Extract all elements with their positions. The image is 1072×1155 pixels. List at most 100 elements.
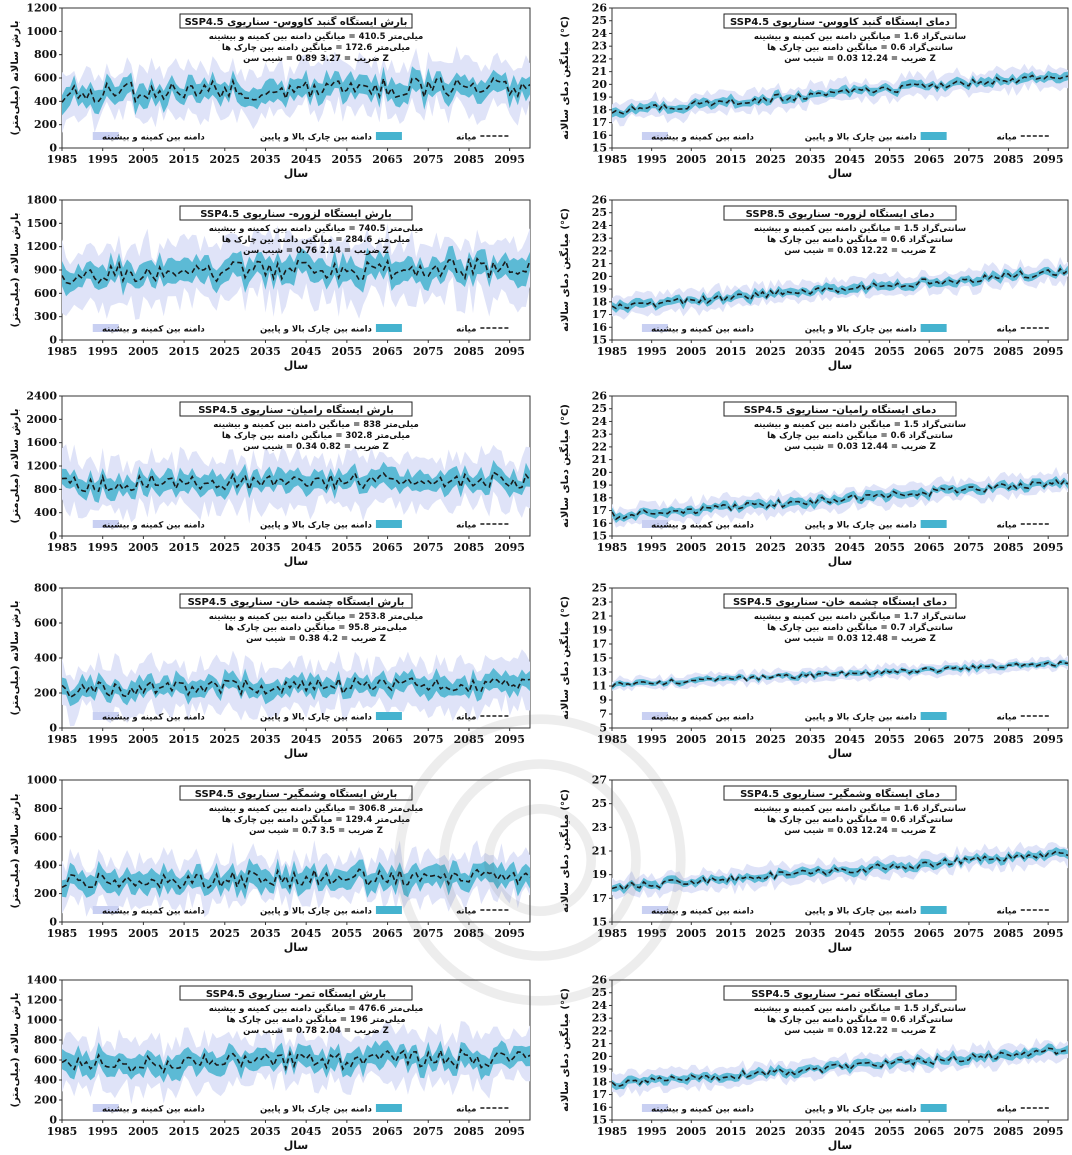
y-tick-label: 0 (49, 530, 57, 543)
y-axis-label: بارش سالانه (میلی‌متر) (10, 993, 21, 1108)
x-tick-label: 2015 (169, 733, 200, 746)
x-tick-label: 2045 (835, 927, 866, 940)
stats-line: Z ضریب = 3.5 0.7 = شیب سن (249, 826, 383, 836)
x-tick-label: 2025 (755, 927, 786, 940)
x-tick-label: 2015 (716, 153, 747, 166)
x-tick-label: 2005 (128, 345, 159, 358)
x-tick-label: 1985 (47, 153, 78, 166)
x-tick-label: 1995 (87, 345, 118, 358)
iqr-band (62, 460, 530, 503)
x-tick-label: 2095 (494, 153, 525, 166)
x-tick-label: 2055 (874, 733, 905, 746)
x-tick-label: 2045 (291, 153, 322, 166)
x-tick-label: 2025 (209, 541, 240, 554)
legend-range-label: دامنه بین کمینه و بیشینه (102, 325, 205, 335)
y-tick-label: 0 (49, 722, 57, 735)
x-tick-label: 2045 (835, 1125, 866, 1138)
legend-range-swatch (92, 324, 119, 332)
y-tick-label: 600 (34, 1054, 57, 1067)
x-tick-label: 1995 (636, 541, 667, 554)
x-tick-label: 2035 (795, 927, 826, 940)
y-tick-label: 0 (49, 334, 57, 347)
y-tick-label: 9 (599, 694, 607, 707)
y-tick-label: 600 (34, 72, 57, 85)
stats-line: میلی‌متر 284.6 = میانگین دامنه بین چارک … (222, 234, 410, 245)
median-line (611, 660, 1069, 688)
plot-area (611, 587, 1069, 729)
y-tick-label: 300 (34, 310, 57, 323)
chart-title: دمای ایستگاه تمر- سناریوی SSP4.5 (751, 987, 929, 1000)
x-tick-label: 1995 (87, 153, 118, 166)
y-tick-label: 0 (49, 142, 57, 155)
y-tick-label: 21 (592, 610, 607, 623)
x-tick-label: 2085 (993, 927, 1024, 940)
x-tick-label: 2015 (716, 927, 747, 940)
chart-title: بارش ایستگاه گنبد کاووس- سناریوی SSP4.5 (185, 15, 408, 28)
x-tick-label: 2045 (835, 541, 866, 554)
y-tick-label: 23 (592, 821, 607, 834)
title-box (179, 593, 413, 609)
x-tick-label: 2015 (716, 541, 747, 554)
y-tick-label: 26 (592, 194, 608, 207)
legend-iqr-label: دامنه بین چارک بالا و پایین (805, 907, 918, 917)
x-tick-label: 2015 (169, 1125, 200, 1138)
x-tick-label: 1995 (87, 733, 118, 746)
stats-line: Z ضریب = 12.22 0.03 = شیب سن (784, 1026, 936, 1036)
y-tick-label: 200 (34, 118, 57, 131)
stats-line: سانتی‌گراد 1.5 = میانگین دامنه بین کمینه… (754, 1003, 966, 1014)
x-axis-label: سال (828, 359, 853, 372)
legend-iqr-label: دامنه بین چارک بالا و پایین (805, 325, 918, 335)
x-axis-label: سال (284, 747, 309, 760)
y-tick-label: 22 (592, 244, 607, 257)
y-axis-label: میانگین دمای سالانه (°C) (558, 208, 571, 332)
x-tick-label: 2095 (1033, 733, 1064, 746)
iqr-band (62, 245, 530, 297)
x-axis-label: سال (828, 1139, 853, 1152)
y-tick-label: 26 (592, 974, 608, 987)
x-tick-label: 2065 (914, 541, 945, 554)
legend-iqr-label: دامنه بین چارک بالا و پایین (260, 713, 373, 723)
y-tick-label: 15 (592, 530, 607, 543)
x-tick-label: 2025 (755, 733, 786, 746)
legend-iqr-swatch (375, 520, 402, 528)
legend-range-label: دامنه بین کمینه و بیشینه (651, 713, 754, 723)
x-tick-label: 2015 (169, 927, 200, 940)
x-tick-label: 2095 (494, 541, 525, 554)
legend-iqr-swatch (375, 1104, 402, 1112)
y-tick-label: 20 (592, 466, 608, 479)
x-tick-label: 2085 (454, 927, 485, 940)
x-tick-label: 2035 (250, 927, 281, 940)
x-tick-label: 1995 (87, 541, 118, 554)
y-tick-label: 800 (34, 582, 57, 595)
iqr-band (612, 476, 1068, 523)
stats-line: Z ضریب = 4.2 0.38 = شیب سن (246, 634, 386, 644)
iqr-band (612, 263, 1068, 314)
x-tick-label: 2005 (128, 733, 159, 746)
x-tick-label: 2025 (209, 733, 240, 746)
legend-median-label: میانه (997, 133, 1017, 143)
legend-median-label: میانه (456, 325, 476, 335)
title-box (179, 985, 413, 1001)
y-tick-label: 1200 (26, 2, 57, 15)
stats-line: میلی‌متر 129.4 = میانگین دامنه بین چارک … (222, 814, 410, 825)
y-tick-label: 20 (592, 1050, 608, 1063)
y-tick-label: 2400 (26, 390, 57, 403)
chart-panel: 0 400 800 1200 1600 2000 2400 1985 1995 2005 2015 2… (10, 390, 531, 568)
x-tick-label: 2035 (795, 153, 826, 166)
y-tick-label: 900 (34, 264, 57, 277)
stats-line: Z ضریب = 2.04 0.78 = شیب سن (243, 1026, 389, 1036)
y-tick-label: 17 (592, 892, 607, 905)
x-tick-label: 2005 (676, 153, 707, 166)
x-tick-label: 2055 (332, 1125, 363, 1138)
x-tick-label: 2065 (372, 1125, 403, 1138)
y-tick-label: 1000 (26, 1014, 57, 1027)
title-box (179, 785, 413, 801)
median-line (61, 867, 531, 890)
legend-iqr-swatch (920, 906, 947, 914)
y-tick-label: 400 (34, 859, 57, 872)
y-tick-label: 600 (34, 830, 57, 843)
legend-range-swatch (92, 1104, 119, 1112)
x-tick-label: 2075 (954, 541, 985, 554)
